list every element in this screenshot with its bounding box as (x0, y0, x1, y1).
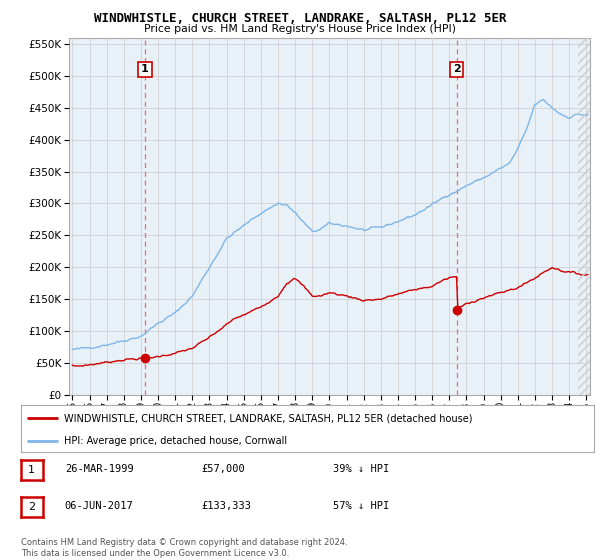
Text: 26-MAR-1999: 26-MAR-1999 (65, 464, 134, 474)
Text: £57,000: £57,000 (201, 464, 245, 474)
Text: 57% ↓ HPI: 57% ↓ HPI (333, 501, 389, 511)
Text: WINDWHISTLE, CHURCH STREET, LANDRAKE, SALTASH, PL12 5ER (detached house): WINDWHISTLE, CHURCH STREET, LANDRAKE, SA… (64, 413, 472, 423)
Text: £133,333: £133,333 (201, 501, 251, 511)
Text: 2: 2 (453, 64, 461, 74)
Text: Price paid vs. HM Land Registry's House Price Index (HPI): Price paid vs. HM Land Registry's House … (144, 24, 456, 34)
Text: 1: 1 (141, 64, 149, 74)
Text: 06-JUN-2017: 06-JUN-2017 (65, 501, 134, 511)
Text: 1: 1 (28, 465, 35, 475)
Text: 39% ↓ HPI: 39% ↓ HPI (333, 464, 389, 474)
Text: WINDWHISTLE, CHURCH STREET, LANDRAKE, SALTASH, PL12 5ER: WINDWHISTLE, CHURCH STREET, LANDRAKE, SA… (94, 12, 506, 25)
Text: Contains HM Land Registry data © Crown copyright and database right 2024.
This d: Contains HM Land Registry data © Crown c… (21, 538, 347, 558)
Text: 2: 2 (28, 502, 35, 512)
Text: HPI: Average price, detached house, Cornwall: HPI: Average price, detached house, Corn… (64, 436, 287, 446)
